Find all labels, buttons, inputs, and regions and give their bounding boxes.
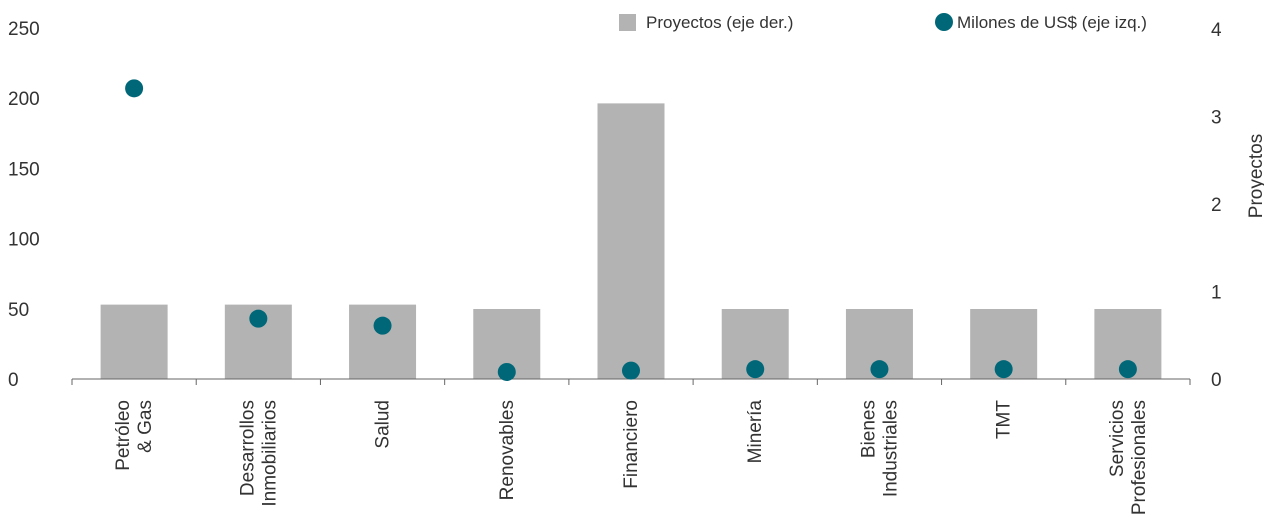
dot (870, 360, 889, 379)
right-tick-label: 1 (1211, 283, 1222, 304)
dot (622, 361, 640, 380)
dot (1118, 360, 1137, 379)
legend: Proyectos (eje der.) Milones de US$ (eje… (619, 13, 1147, 32)
category-labels: Petróleo & Gas Desarrollos Inmobiliarios Sal… (113, 400, 1150, 516)
dot (373, 316, 392, 335)
left-tick-label: 100 (8, 230, 40, 251)
category-label: Petróleo (113, 400, 134, 471)
category-label: Profesionales (1129, 400, 1150, 515)
legend-dot-label: Milones de US$ (eje izq.) (957, 13, 1147, 32)
right-tick-label: 2 (1211, 195, 1222, 216)
right-tick-label: 4 (1211, 20, 1222, 41)
right-axis-title: Proyectos (1246, 134, 1264, 218)
category-label: Servicios (1107, 400, 1128, 477)
dot (746, 360, 765, 379)
legend-bar-swatch (619, 14, 636, 31)
bar (100, 304, 168, 379)
category-label: Renovables (497, 400, 518, 500)
legend-bar-label: Proyectos (eje der.) (646, 13, 793, 32)
dot (125, 79, 144, 98)
left-tick-label: 0 (8, 370, 19, 391)
left-tick-label: 200 (8, 89, 40, 110)
left-tick-label: 250 (8, 19, 40, 40)
right-tick-label: 3 (1211, 108, 1222, 129)
category-label: Salud (373, 400, 394, 449)
dot-series (125, 79, 1137, 381)
legend-dot-swatch (935, 13, 953, 31)
left-tick-label: 50 (8, 300, 29, 321)
dot (497, 362, 516, 381)
right-tick-label: 0 (1211, 370, 1222, 391)
dot (249, 309, 268, 328)
bar-series (100, 103, 1162, 379)
x-axis-ticks (71, 379, 1191, 385)
category-label: Minería (745, 400, 766, 464)
category-label: Bienes (858, 400, 879, 458)
category-label: Desarrollos (237, 400, 258, 496)
category-label: Industriales (880, 400, 901, 497)
bar (597, 103, 665, 379)
category-label: & Gas (135, 400, 156, 453)
left-axis-ticks: 0 50 100 150 200 250 (8, 19, 40, 391)
category-label: Inmobiliarios (259, 400, 280, 507)
bar (349, 304, 417, 379)
category-label: TMT (994, 400, 1015, 439)
right-axis-ticks: 0 1 2 3 4 (1211, 20, 1222, 391)
category-label: Financiero (621, 400, 642, 489)
left-tick-label: 150 (8, 159, 40, 180)
dot (994, 360, 1013, 379)
